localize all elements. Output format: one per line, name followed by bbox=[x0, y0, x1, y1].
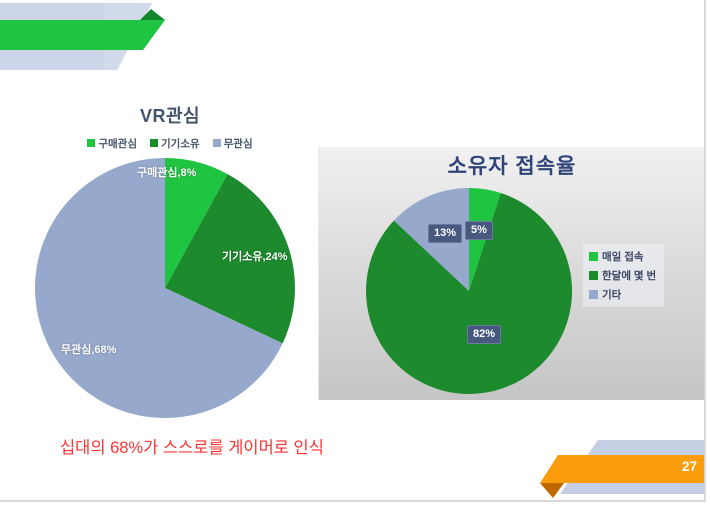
vr-interest-pie bbox=[34, 158, 295, 418]
pie-label-device-owned: 기기소유,24% bbox=[222, 251, 288, 263]
legend-item-other: 기타 bbox=[589, 287, 656, 302]
legend-label: 매일 접속 bbox=[602, 251, 644, 263]
legend-label: 기타 bbox=[602, 289, 622, 301]
green-arrow-ribbon bbox=[0, 20, 165, 50]
green-arrow-fold bbox=[140, 9, 165, 20]
vr-interest-chart-title: VR관심 bbox=[139, 106, 201, 126]
owner-access-chart-panel: 소유자 접속율 5% 13% 82% 매일 접속 한달에 몇 번 기타 bbox=[318, 147, 705, 400]
orange-ribbon-fold bbox=[540, 483, 564, 498]
pie-label-no-interest: 무관심,68% bbox=[61, 344, 117, 356]
legend-label: 한달에 몇 번 bbox=[602, 270, 657, 282]
owner-access-chart-title: 소유자 접속율 bbox=[447, 155, 577, 178]
top-left-gray-banner bbox=[0, 3, 152, 70]
legend-swatch-dark-green bbox=[150, 139, 158, 147]
slide-right-edge bbox=[704, 0, 706, 501]
legend-item-few-times-month: 한달에 몇 번 bbox=[589, 268, 656, 283]
legend-swatch-bright-green bbox=[589, 252, 598, 261]
legend-label: 무관심 bbox=[223, 137, 253, 150]
pie-slice-purchase-interest-8pct bbox=[165, 158, 228, 288]
pie-badge-5pct: 5% bbox=[465, 221, 493, 240]
pie-badge-82pct: 82% bbox=[467, 325, 502, 344]
pie-label-purchase-interest: 구매관심,8% bbox=[137, 167, 197, 179]
vr-interest-chart: VR관심 구매관심 기기소유 무관심 구매관심,8% 기기소유,24% 무관심,… bbox=[25, 95, 315, 430]
legend-label: 기기소유 bbox=[161, 137, 200, 150]
legend-item-no-interest: 무관심 bbox=[212, 136, 253, 151]
page-number: 27 bbox=[681, 459, 697, 474]
legend-item-daily-access: 매일 접속 bbox=[589, 249, 656, 264]
pie-slice-no-interest-68pct bbox=[34, 158, 283, 418]
legend-swatch-dark-green bbox=[589, 271, 598, 280]
legend-swatch-blue-gray bbox=[212, 139, 221, 147]
owner-access-legend: 매일 접속 한달에 몇 번 기타 bbox=[583, 244, 665, 307]
legend-swatch-bright-green bbox=[87, 139, 96, 147]
vr-interest-legend: 구매관심 기기소유 무관심 bbox=[25, 136, 315, 150]
pie-slice-few-times-month-82pct bbox=[366, 193, 573, 394]
pie-badge-13pct: 13% bbox=[428, 224, 463, 243]
legend-swatch-blue-gray bbox=[589, 290, 598, 299]
legend-item-purchase-interest: 구매관심 bbox=[87, 136, 137, 151]
top-left-gray-banner-highlight bbox=[104, 3, 152, 70]
legend-label: 구매관심 bbox=[98, 137, 137, 150]
slide-bottom-edge bbox=[0, 500, 706, 502]
slide-caption: 십대의 68%가 스스로를 게이머로 인식 bbox=[60, 439, 324, 457]
pie-slice-device-owned-24pct bbox=[165, 174, 295, 344]
legend-item-device-owned: 기기소유 bbox=[150, 136, 200, 151]
